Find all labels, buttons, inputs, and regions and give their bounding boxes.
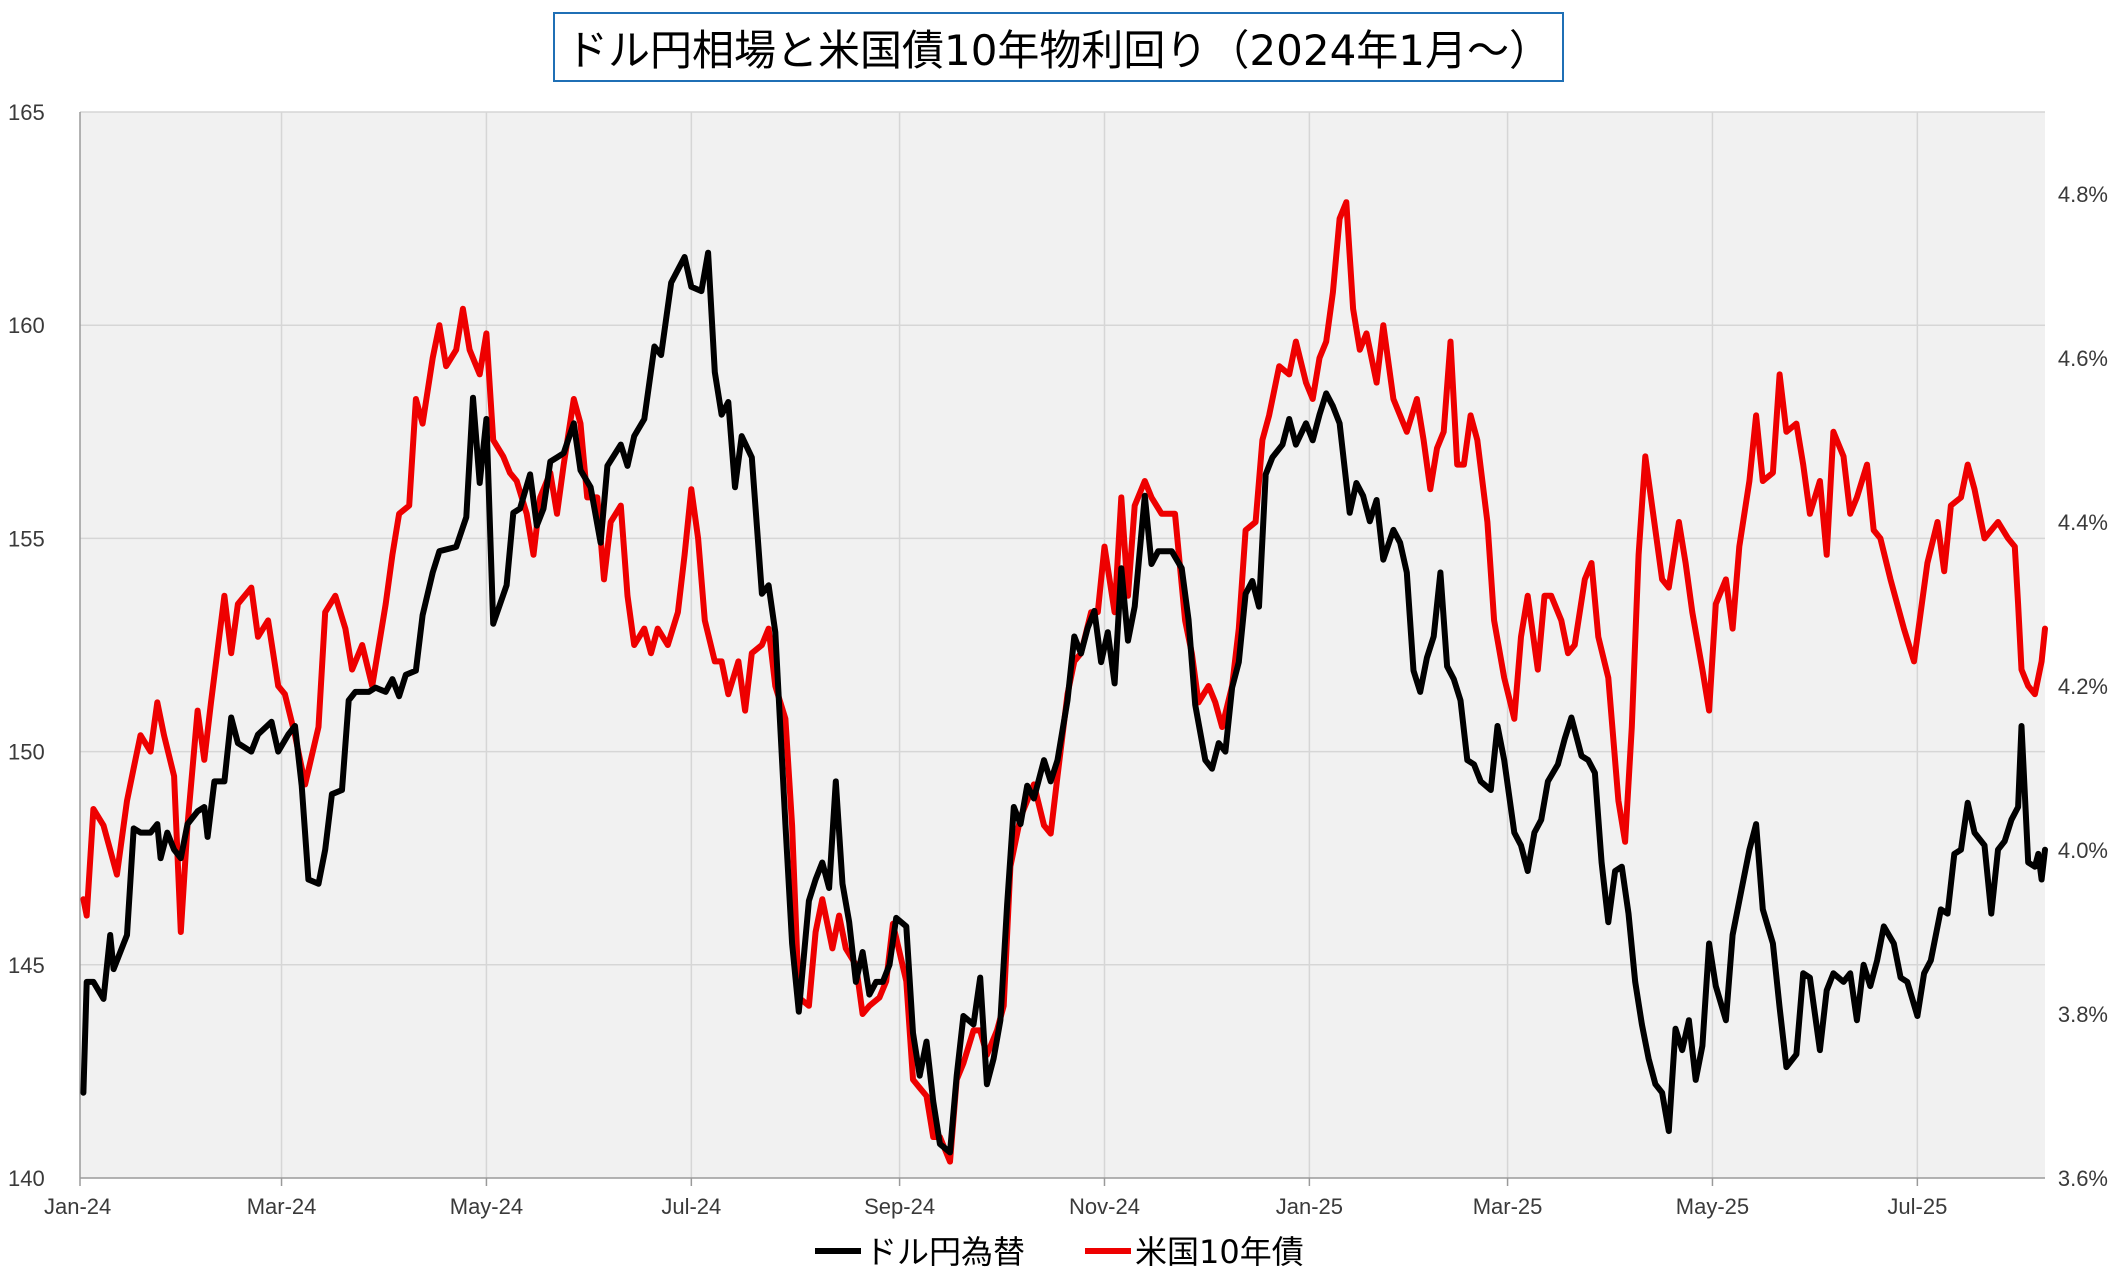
y-right-tick-label: 4.4% [2058,510,2108,535]
axes [79,112,2045,1186]
right-y-tick-labels: 3.6% 3.8% 4.0% 4.2% 4.4% 4.6% 4.8% [2058,182,2108,1191]
x-tick-label: Nov-24 [1069,1194,1140,1219]
x-tick-label: Jan-25 [1276,1194,1343,1219]
x-tick-label: Jul-25 [1887,1194,1947,1219]
y-left-tick-label: 145 [8,953,45,978]
y-left-tick-label: 140 [8,1166,45,1191]
y-left-tick-label: 160 [8,313,45,338]
plot-area [80,112,2045,1178]
x-tick-label: Mar-24 [247,1194,317,1219]
y-right-tick-label: 4.0% [2058,838,2108,863]
legend: ドル円為替 米国10年債 [815,1233,1304,1271]
x-tick-label: Jan-24 [44,1194,111,1219]
y-right-tick-label: 3.6% [2058,1166,2108,1191]
y-right-tick-label: 4.6% [2058,346,2108,371]
legend-label: ドル円為替 [865,1233,1025,1271]
x-tick-label: Sep-24 [864,1194,935,1219]
legend-label: 米国10年債 [1135,1233,1304,1271]
y-left-tick-label: 155 [8,526,45,551]
series-line-usdjpy [80,249,2048,1156]
x-tick-label: Mar-25 [1473,1194,1543,1219]
y-right-tick-label: 4.8% [2058,182,2108,207]
left-y-tick-labels: 140 145 150 155 160 165 [8,100,45,1191]
horizontal-gridlines [80,111,2045,966]
x-tick-label: May-25 [1676,1194,1749,1219]
x-tick-label: May-24 [450,1194,523,1219]
series-layer [80,199,2048,1165]
chart-title: ドル円相場と米国債10年物利回り（2024年1月～） [553,12,1564,82]
vertical-gridlines [280,112,1919,1178]
y-right-tick-label: 3.8% [2058,1002,2108,1027]
y-right-tick-label: 4.2% [2058,674,2108,699]
x-tick-labels: Jan-24 Mar-24 May-24 Jul-24 Sep-24 Nov-24 Jan-… [44,1194,1947,1219]
x-tick-label: Jul-24 [661,1194,721,1219]
y-left-tick-label: 165 [8,100,45,125]
y-left-tick-label: 150 [8,740,45,765]
